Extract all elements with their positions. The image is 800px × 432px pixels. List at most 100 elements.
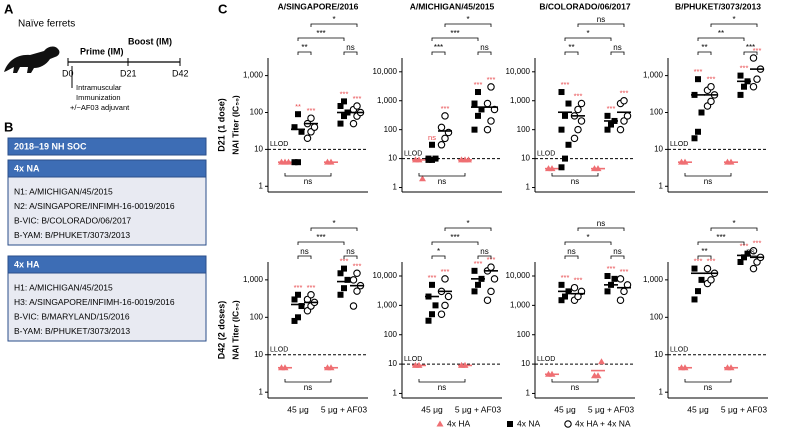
comparison-label: ns: [304, 177, 312, 186]
point: [483, 99, 492, 108]
y-tick-label: 100: [650, 108, 664, 117]
y-tick-label: 1: [259, 181, 264, 190]
point: [737, 259, 744, 265]
y-tick-label: 1,000: [377, 96, 398, 105]
point: [604, 288, 611, 295]
panel-label: B: [4, 119, 13, 134]
significance: ***: [307, 106, 316, 115]
point: [604, 126, 611, 133]
y-tick-label: 10: [388, 359, 397, 368]
significance: ***: [574, 92, 583, 101]
strain-item: B-VIC: B/MARYLAND/15/2016: [14, 311, 130, 321]
significance: ***: [474, 259, 483, 268]
comparison-bracket: [431, 241, 479, 245]
x-tick-label: 45 μg: [554, 404, 576, 414]
significance: ***: [474, 80, 483, 89]
panel-label: C: [218, 1, 228, 16]
point: [620, 117, 628, 125]
point: [475, 281, 481, 288]
comparison-bracket: [551, 173, 599, 177]
llod-label: LLOD: [670, 347, 688, 354]
note-line: Intramuscular: [76, 83, 122, 92]
point: [425, 317, 432, 324]
point: [574, 105, 582, 114]
point: [429, 281, 435, 288]
x-tick-label: 45 μg: [421, 404, 443, 414]
point: [307, 291, 315, 299]
y-tick-label: 1: [659, 387, 664, 396]
point: [558, 281, 565, 288]
y-tick-label: 10: [521, 359, 530, 368]
y-axis-label: NAI Titer (IC₅₀): [230, 95, 240, 155]
y-tick-label: 1: [259, 387, 264, 396]
legend-label: 4x HA: [447, 418, 470, 428]
comparison-bracket: [284, 379, 332, 383]
y-tick-label: 1: [393, 389, 398, 398]
significance: ***: [694, 257, 703, 266]
point: [749, 264, 758, 273]
ferret-icon: [4, 46, 60, 73]
point: [574, 125, 582, 134]
significance: ***: [574, 276, 583, 285]
point: [291, 296, 298, 303]
point: [341, 98, 347, 105]
point: [471, 126, 478, 133]
comparison-label: ns: [346, 43, 354, 52]
point: [737, 91, 744, 98]
significance: ***: [353, 261, 362, 270]
strain-item: H1: A/MICHIGAN/45/2015: [14, 282, 113, 292]
point: [616, 296, 625, 304]
y-tick-label: 1,000: [243, 275, 264, 284]
point: [562, 293, 568, 300]
comparison-label: **: [301, 43, 307, 52]
header-text: 2018–19 NH SOC: [14, 141, 87, 151]
point: [337, 120, 344, 127]
comparison-label: ns: [304, 383, 312, 392]
point: [558, 297, 565, 304]
comparison-bracket: [564, 51, 579, 55]
point: [310, 123, 319, 131]
chart-title: B/COLORADO/06/2017: [539, 1, 630, 11]
comparison-label: **: [718, 29, 724, 38]
comparison-label: *: [437, 247, 440, 256]
comparison-label: ns: [597, 219, 605, 228]
llod-label: LLOD: [537, 356, 555, 363]
significance: ***: [340, 89, 349, 98]
point: [487, 117, 495, 125]
header-box: [7, 137, 207, 156]
comparison-label: ns: [597, 15, 605, 24]
point: [577, 99, 586, 108]
comparison-label: ns: [571, 383, 579, 392]
significance: ***: [620, 89, 629, 98]
y-tick-label: 1: [526, 389, 531, 398]
y-tick-label: 100: [517, 330, 531, 339]
significance: ***: [561, 273, 570, 282]
comparison-bracket: [418, 379, 466, 383]
point: [471, 267, 478, 274]
y-tick-label: 100: [650, 312, 664, 321]
point: [475, 89, 481, 96]
point: [741, 83, 747, 90]
point: [353, 269, 361, 278]
y-tick-label: 1,000: [377, 300, 398, 309]
point: [695, 128, 701, 135]
point: [749, 246, 758, 255]
significance: ***: [353, 94, 362, 103]
point: [349, 302, 358, 310]
llod-label: LLOD: [670, 141, 688, 148]
point: [691, 296, 698, 303]
llod-label: LLOD: [537, 150, 555, 157]
row-label: D21 (1 dose): [216, 98, 226, 152]
comparison-label: *: [586, 29, 589, 38]
y-tick-label: 10,000: [506, 67, 531, 76]
significance: ***: [487, 75, 496, 84]
group-title: 4x HA: [14, 259, 40, 269]
point: [341, 285, 347, 292]
comparison-label: ***: [716, 233, 725, 242]
point: [487, 287, 495, 296]
group-title: 4x NA: [14, 163, 40, 173]
comparison-label: ***: [316, 29, 325, 38]
comparison-label: **: [701, 247, 707, 256]
y-tick-label: 100: [384, 330, 398, 339]
point: [753, 75, 761, 83]
